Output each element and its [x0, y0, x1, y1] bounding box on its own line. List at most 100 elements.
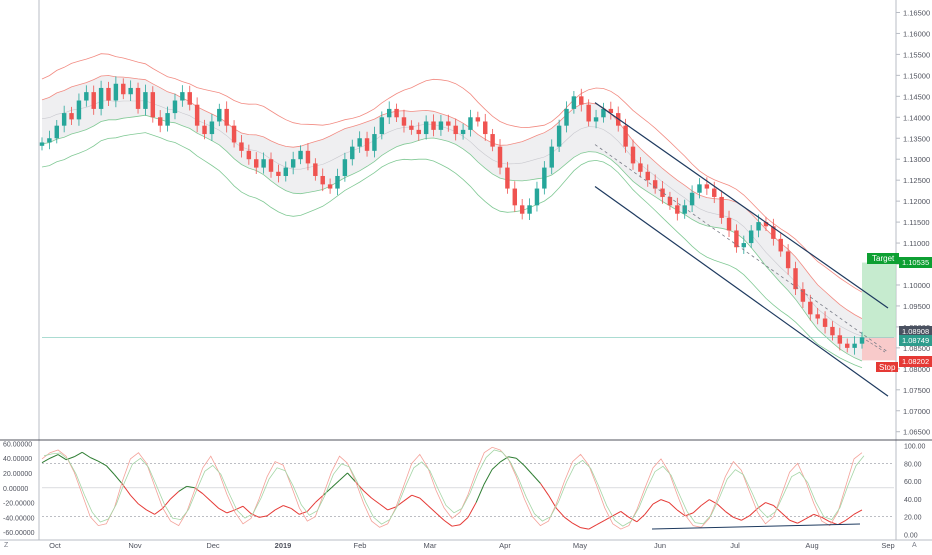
candle-body[interactable] — [283, 167, 288, 176]
candle-body[interactable] — [84, 92, 89, 101]
candle-body[interactable] — [771, 226, 776, 239]
candle-body[interactable] — [453, 125, 458, 135]
candle-body[interactable] — [261, 159, 266, 168]
candle-body[interactable] — [209, 121, 215, 135]
candle-body[interactable] — [571, 96, 577, 109]
candle-body[interactable] — [180, 92, 185, 101]
candle-body[interactable] — [497, 146, 503, 168]
candle-body[interactable] — [54, 125, 59, 139]
candle-body[interactable] — [76, 100, 82, 120]
candle-body[interactable] — [165, 113, 170, 126]
candle-body[interactable] — [172, 100, 178, 114]
candle-body[interactable] — [682, 205, 687, 214]
candle-body[interactable] — [217, 108, 222, 122]
candle-body[interactable] — [712, 188, 717, 197]
candle-body[interactable] — [830, 326, 835, 336]
candle-body[interactable] — [335, 175, 340, 189]
candle-body[interactable] — [719, 196, 724, 218]
candle-body[interactable] — [859, 337, 865, 344]
candle-body[interactable] — [741, 243, 747, 248]
target-label-box[interactable] — [867, 253, 899, 264]
candle-body[interactable] — [224, 108, 229, 126]
candle-body[interactable] — [342, 159, 348, 176]
candle-body[interactable] — [564, 108, 569, 126]
candle-body[interactable] — [512, 188, 518, 206]
candle-body[interactable] — [630, 146, 636, 164]
candle-body[interactable] — [357, 138, 362, 147]
channel-lower-line[interactable] — [594, 185, 889, 397]
candle-body[interactable] — [69, 113, 74, 120]
candle-body[interactable] — [268, 159, 274, 172]
candle-body[interactable] — [660, 188, 665, 197]
candle-body[interactable] — [372, 134, 377, 151]
candle-body[interactable] — [815, 314, 820, 319]
candle-body[interactable] — [143, 92, 148, 109]
channel-upper-line[interactable] — [594, 102, 889, 309]
candle-body[interactable] — [187, 92, 192, 105]
candle-body[interactable] — [386, 108, 392, 118]
candle-body[interactable] — [556, 125, 562, 147]
candle-body[interactable] — [601, 108, 606, 118]
candle-body[interactable] — [505, 167, 510, 189]
candle-body[interactable] — [623, 125, 628, 147]
candle-body[interactable] — [475, 117, 481, 122]
candle-body[interactable] — [667, 196, 673, 206]
candle-body[interactable] — [778, 238, 783, 252]
candle-body[interactable] — [39, 142, 45, 146]
candle-body[interactable] — [446, 121, 451, 126]
candle-body[interactable] — [350, 146, 355, 160]
candle-body[interactable] — [98, 87, 104, 109]
candle-body[interactable] — [61, 113, 67, 126]
candle-body[interactable] — [364, 138, 370, 151]
candle-body[interactable] — [290, 159, 296, 168]
auto-scale-icon[interactable]: A — [912, 542, 917, 549]
candle-body[interactable] — [756, 222, 761, 231]
candle-body[interactable] — [106, 87, 111, 101]
candle-body[interactable] — [431, 121, 436, 130]
candle-body[interactable] — [246, 150, 252, 160]
candle-body[interactable] — [748, 230, 754, 244]
candle-body[interactable] — [438, 121, 444, 130]
trend-channel[interactable] — [594, 102, 889, 397]
candle-body[interactable] — [593, 117, 599, 122]
position-box[interactable] — [42, 262, 896, 361]
candle-body[interactable] — [305, 150, 311, 164]
candle-body[interactable] — [202, 125, 207, 135]
candle-body[interactable] — [549, 146, 554, 168]
candle-body[interactable] — [519, 205, 525, 214]
candle-body[interactable] — [157, 117, 163, 126]
candle-body[interactable] — [800, 289, 806, 302]
candle-body[interactable] — [586, 104, 591, 122]
candle-body[interactable] — [239, 142, 244, 151]
candle-body[interactable] — [379, 117, 385, 135]
candle-body[interactable] — [298, 150, 303, 160]
candle-body[interactable] — [734, 230, 739, 248]
candle-body[interactable] — [483, 121, 488, 135]
candle-body[interactable] — [313, 163, 318, 176]
candle-body[interactable] — [527, 205, 532, 214]
candle-body[interactable] — [231, 125, 237, 143]
candle-body[interactable] — [763, 222, 769, 227]
candle-body[interactable] — [534, 188, 540, 206]
target-zone[interactable] — [862, 262, 896, 338]
candle-body[interactable] — [135, 87, 141, 109]
stop-label-box[interactable] — [876, 362, 898, 372]
candle-body[interactable] — [579, 96, 584, 105]
candle-body[interactable] — [837, 335, 843, 344]
candle-body[interactable] — [327, 184, 333, 189]
oscillator-trend-line[interactable] — [651, 523, 861, 530]
candle-body[interactable] — [793, 268, 798, 290]
candle-body[interactable] — [423, 121, 429, 135]
candle-body[interactable] — [542, 167, 547, 189]
candle-body[interactable] — [150, 92, 156, 118]
candle-body[interactable] — [320, 175, 325, 185]
candle-body[interactable] — [645, 171, 650, 181]
candle-body[interactable] — [704, 184, 710, 189]
candle-body[interactable] — [394, 108, 399, 118]
candle-body[interactable] — [697, 184, 702, 193]
candle-body[interactable] — [128, 87, 133, 95]
candle-body[interactable] — [409, 125, 414, 130]
candle-body[interactable] — [490, 134, 495, 147]
